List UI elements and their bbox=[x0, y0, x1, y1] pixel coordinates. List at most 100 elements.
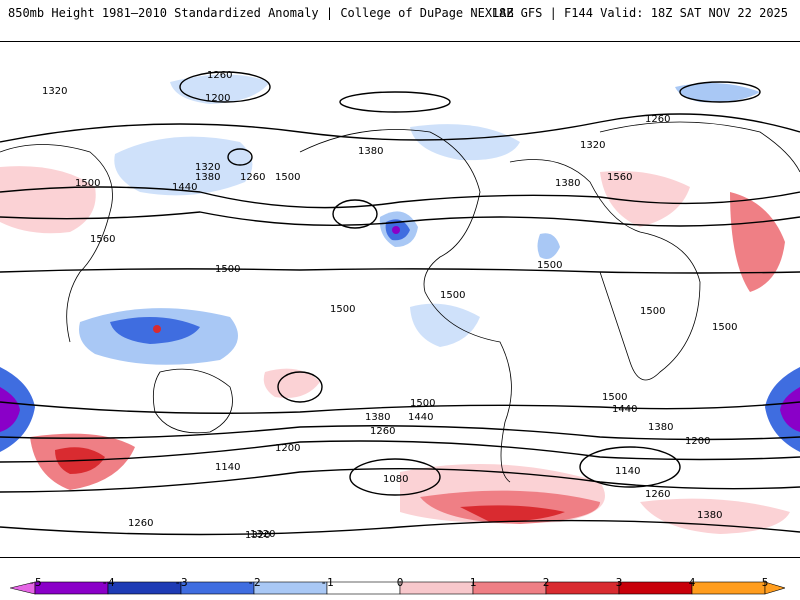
colorbar-tick-label: -1 bbox=[320, 576, 334, 589]
contour-label: 1500 bbox=[537, 260, 562, 271]
contour-label: 1500 bbox=[640, 306, 665, 317]
contour-label: 1140 bbox=[615, 466, 640, 477]
coastline bbox=[152, 368, 233, 434]
contour-label: 1380 bbox=[195, 172, 220, 183]
coastlines bbox=[0, 121, 800, 483]
contour bbox=[579, 446, 681, 488]
anomaly-low-south-pacific bbox=[410, 303, 480, 347]
contour bbox=[679, 81, 761, 103]
contour bbox=[0, 186, 800, 209]
contour-label: 1500 bbox=[75, 178, 100, 189]
anomaly-map: 1320 1260 1200 1500 1440 1380 1560 1320 … bbox=[0, 70, 800, 541]
anomaly-core bbox=[780, 387, 800, 432]
anomaly-high-africa-north bbox=[600, 171, 690, 227]
contour bbox=[0, 401, 800, 414]
colorbar-tick-label: -2 bbox=[247, 576, 261, 589]
contour-label: 1500 bbox=[440, 290, 465, 301]
contour-labels: 1320 1260 1200 1500 1440 1380 1560 1320 … bbox=[42, 70, 737, 541]
anomaly-high-southern-ocean-east bbox=[640, 498, 790, 534]
model-run-label: 18Z GFS | F144 Valid: 18Z SAT NOV 22 202… bbox=[491, 6, 788, 20]
contour-label: 1140 bbox=[215, 462, 240, 473]
contour-label: 1260 bbox=[370, 426, 395, 437]
contour bbox=[339, 91, 451, 113]
contour-label: 1200 bbox=[275, 443, 300, 454]
anomaly-peak bbox=[392, 226, 400, 234]
colorbar-cell bbox=[107, 581, 182, 595]
anomaly-high-arabia bbox=[730, 192, 785, 292]
colorbar-tick-label: 4 bbox=[688, 576, 696, 589]
colorbar-tick-label: 5 bbox=[761, 576, 769, 589]
contour bbox=[0, 440, 800, 463]
colorbar-cell bbox=[326, 581, 401, 595]
contour-label: 1500 bbox=[275, 172, 300, 183]
contour bbox=[349, 458, 441, 496]
colorbar-cells bbox=[10, 581, 785, 595]
map-title: 850mb Height 1981–2010 Standardized Anom… bbox=[8, 6, 514, 20]
coastline bbox=[599, 121, 800, 173]
contour-label: 1560 bbox=[90, 234, 115, 245]
contour-label: 1380 bbox=[365, 412, 390, 423]
contour bbox=[332, 199, 378, 229]
contour-label: 1320 bbox=[42, 86, 67, 97]
colorbar-tick-label: 2 bbox=[542, 576, 550, 589]
colorbar-cell bbox=[545, 581, 620, 595]
contour-label: 1380 bbox=[697, 510, 722, 521]
colorbar-tick-label: -5 bbox=[28, 576, 42, 589]
contour-label: 1200 bbox=[205, 93, 230, 104]
anomaly-low-north-pacific bbox=[114, 136, 253, 196]
contour-label: 1500 bbox=[602, 392, 627, 403]
colorbar-cell bbox=[253, 581, 328, 595]
anomaly-core bbox=[0, 387, 20, 432]
colorbar-tick-label: 0 bbox=[396, 576, 404, 589]
contour-label: 1500 bbox=[410, 398, 435, 409]
colorbar-cell bbox=[399, 581, 474, 595]
coastline bbox=[509, 159, 701, 381]
anomaly-high-south-pacific bbox=[263, 368, 320, 398]
contour-label: 1380 bbox=[555, 178, 580, 189]
contour bbox=[0, 268, 800, 274]
contour bbox=[0, 425, 800, 441]
contour-label: 1080 bbox=[383, 474, 408, 485]
colorbar-cell bbox=[472, 581, 547, 595]
contour-label: 1500 bbox=[215, 264, 240, 275]
contour-label: 1500 bbox=[712, 322, 737, 333]
contour-label: 1380 bbox=[358, 146, 383, 157]
coastline bbox=[0, 144, 113, 343]
colorbar-cell bbox=[180, 581, 255, 595]
map-panel: 1320 1260 1200 1500 1440 1380 1560 1320 … bbox=[0, 41, 800, 558]
colorbar-cell bbox=[618, 581, 693, 595]
colorbar-arrow-right bbox=[764, 581, 785, 595]
colorbar bbox=[10, 581, 785, 595]
contour-label: 1320 bbox=[580, 140, 605, 151]
height-contours bbox=[0, 71, 800, 536]
contour-label: 1320 bbox=[250, 529, 275, 540]
anomaly-low-canada bbox=[410, 124, 520, 161]
contour bbox=[179, 71, 271, 103]
anomaly-low-gulf-alaska bbox=[170, 74, 270, 104]
contour bbox=[227, 148, 253, 166]
contour-label: 1260 bbox=[645, 489, 670, 500]
colorbar-cell bbox=[691, 581, 766, 595]
anomaly-shading bbox=[0, 74, 800, 534]
anomaly-low-arctic bbox=[675, 83, 760, 103]
contour-label: 1440 bbox=[408, 412, 433, 423]
colorbar-cell bbox=[34, 581, 109, 595]
contour-label: 1320 bbox=[245, 530, 270, 541]
contour-label: 1260 bbox=[645, 114, 670, 125]
contour bbox=[0, 519, 800, 536]
contour-label: 1200 bbox=[685, 436, 710, 447]
contour-label: 1440 bbox=[172, 182, 197, 193]
colorbar-tick-label: 3 bbox=[615, 576, 623, 589]
contour-label: 1380 bbox=[648, 422, 673, 433]
colorbar-tick-label: -3 bbox=[174, 576, 188, 589]
colorbar-tick-label: 1 bbox=[469, 576, 477, 589]
contour-label: 1260 bbox=[207, 70, 232, 81]
contour-label: 1500 bbox=[330, 304, 355, 315]
contour bbox=[0, 467, 800, 493]
contour-label: 1320 bbox=[195, 162, 220, 173]
contour-label: 1260 bbox=[128, 518, 153, 529]
contour bbox=[277, 371, 323, 403]
anomaly-core bbox=[460, 505, 565, 522]
contour-label: 1440 bbox=[612, 404, 637, 415]
contour-label: 1260 bbox=[240, 172, 265, 183]
